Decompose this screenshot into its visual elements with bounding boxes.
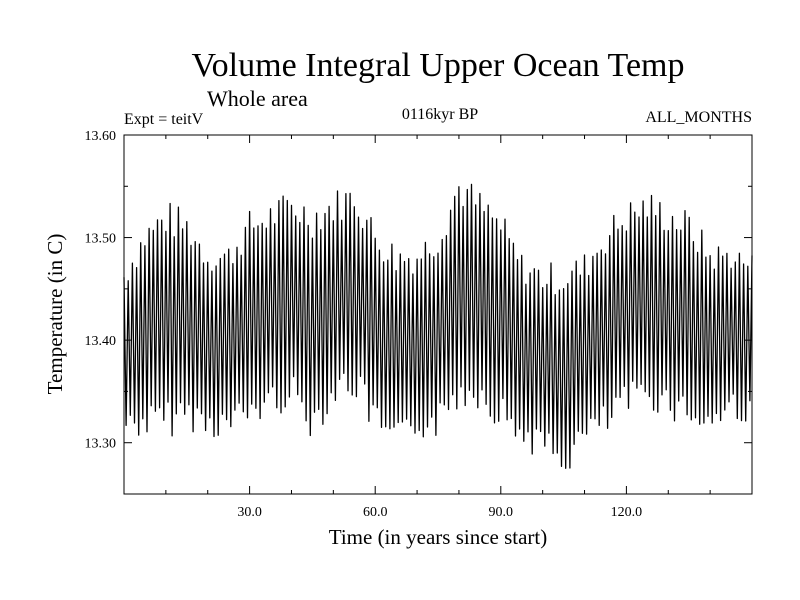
x-tick-label: 30.0 xyxy=(237,505,262,520)
y-tick-label: 13.50 xyxy=(85,232,117,247)
chart-title: Volume Integral Upper Ocean Temp xyxy=(192,47,685,84)
y-tick-label: 13.40 xyxy=(85,334,117,349)
x-tick-label: 60.0 xyxy=(363,505,388,520)
period-label: 0116kyr BP xyxy=(402,106,478,123)
y-tick-label: 13.60 xyxy=(85,129,117,144)
x-tick-label: 120.0 xyxy=(611,505,643,520)
x-axis-label: Time (in years since start) xyxy=(329,525,548,549)
y-axis-ticks: 13.30 13.40 13.50 13.60 xyxy=(85,129,752,495)
y-tick-label: 13.30 xyxy=(85,437,117,452)
x-tick-label: 90.0 xyxy=(489,505,514,520)
months-label: ALL_MONTHS xyxy=(645,109,752,126)
chart-subtitle: Whole area xyxy=(207,86,308,111)
x-axis-ticks: 30.0 60.0 90.0 120.0 xyxy=(165,135,711,520)
temperature-series-line xyxy=(123,183,753,469)
plot-area-frame xyxy=(123,134,753,495)
experiment-label: Expt = teitV xyxy=(124,111,204,128)
y-axis-label: Temperature (in C) xyxy=(43,234,67,395)
